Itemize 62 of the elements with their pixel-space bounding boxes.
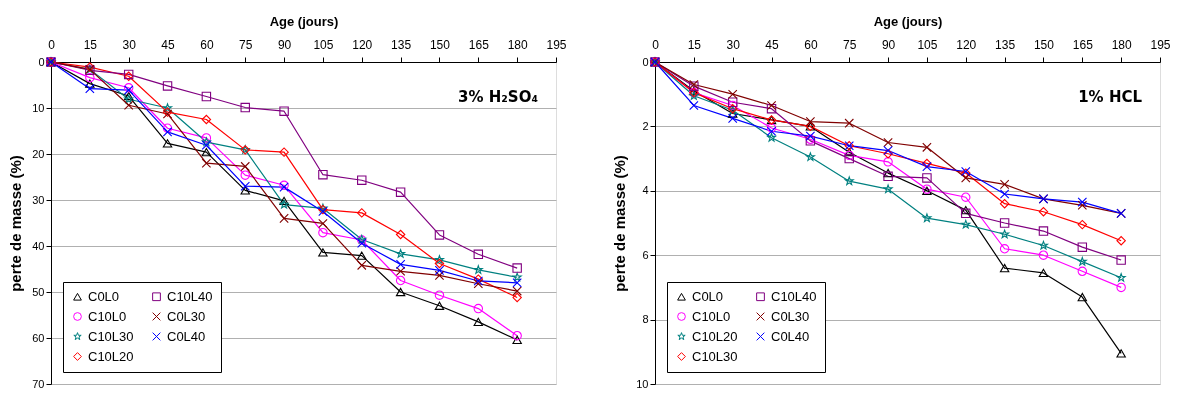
legend-label: C10L20	[692, 328, 738, 344]
legend-label: C10L30	[88, 328, 134, 344]
legend-label: C0L0	[692, 288, 724, 304]
x-tick-label: 120	[352, 37, 373, 52]
legend-label: C10L20	[88, 348, 134, 364]
x-tick-label: 30	[726, 37, 741, 52]
legend-label: C0L40	[167, 328, 206, 344]
y-tick-label: 20	[32, 147, 45, 160]
y-tick-label: 60	[32, 331, 45, 344]
legend-label: C0L30	[167, 308, 206, 324]
x-tick-label: 120	[956, 37, 977, 52]
y-tick-label: 10	[32, 101, 45, 114]
x-axis-title: Age (jours)	[873, 13, 943, 29]
x-tick-label: 135	[995, 37, 1016, 52]
x-tick-label: 180	[1111, 37, 1132, 52]
legend-label: C0L0	[88, 288, 120, 304]
x-tick-label: 105	[313, 37, 334, 52]
x-tick-label: 195	[1150, 37, 1171, 52]
annotation: 3% H₂SO₄	[458, 88, 538, 106]
legend-label: C10L30	[692, 348, 738, 364]
y-tick-label: 8	[642, 313, 649, 326]
legend-label: C10L40	[771, 288, 817, 304]
y-tick-label: 4	[642, 184, 649, 197]
y-tick-label: 50	[32, 285, 45, 298]
x-tick-label: 150	[429, 37, 451, 52]
annotation: 1% HCL	[1078, 88, 1143, 106]
x-tick-label: 15	[687, 37, 702, 52]
x-tick-label: 0	[48, 37, 56, 52]
x-axis-title: Age (jours)	[269, 13, 339, 29]
x-tick-label: 15	[83, 37, 98, 52]
y-tick-label: 2	[642, 119, 649, 132]
x-tick-label: 135	[391, 37, 412, 52]
x-tick-label: 30	[122, 37, 137, 52]
legend-label: C10L0	[692, 308, 731, 324]
x-tick-label: 90	[881, 37, 896, 52]
x-tick-label: 45	[765, 37, 780, 52]
legend-label: C10L0	[88, 308, 127, 324]
x-tick-label: 0	[652, 37, 660, 52]
y-tick-label: 0	[642, 55, 649, 68]
y-tick-label: 0	[38, 55, 45, 68]
y-tick-label: 70	[32, 377, 45, 390]
y-axis-title: perte de masse (%)	[7, 155, 25, 292]
x-tick-label: 165	[1072, 37, 1094, 52]
x-tick-label: 75	[239, 37, 253, 52]
x-tick-label: 45	[161, 37, 176, 52]
y-tick-label: 6	[642, 248, 649, 261]
legend-label: C0L40	[771, 328, 810, 344]
x-tick-label: 60	[200, 37, 214, 52]
x-tick-label: 180	[507, 37, 528, 52]
y-tick-label: 30	[32, 193, 45, 206]
x-tick-label: 90	[277, 37, 292, 52]
x-tick-label: 75	[843, 37, 857, 52]
y-tick-label: 10	[636, 377, 649, 390]
legend-label: C10L40	[167, 288, 213, 304]
x-tick-label: 60	[804, 37, 818, 52]
y-axis-title: perte de masse (%)	[611, 155, 629, 292]
legend-label: C0L30	[771, 308, 810, 324]
x-tick-label: 195	[546, 37, 567, 52]
x-tick-label: 165	[468, 37, 490, 52]
x-tick-label: 150	[1033, 37, 1055, 52]
y-tick-label: 40	[32, 239, 45, 252]
x-tick-label: 105	[917, 37, 938, 52]
